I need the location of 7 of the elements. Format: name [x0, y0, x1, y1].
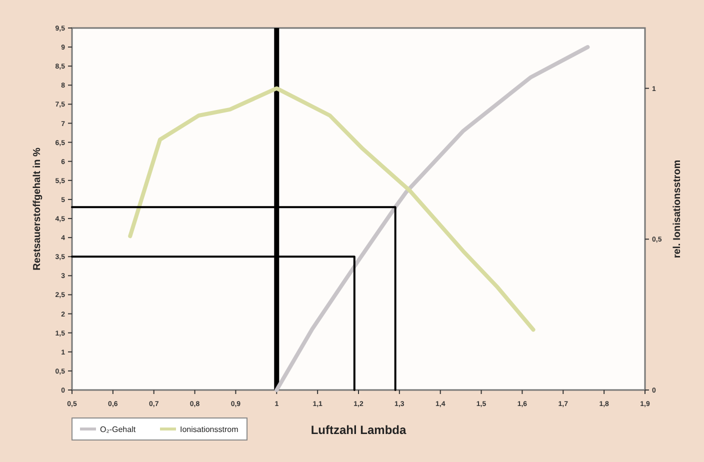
legend-label: Ionisationsstrom — [180, 425, 239, 434]
line-series — [274, 45, 590, 392]
line-series — [128, 86, 536, 332]
legend-label: O₂-Gehalt — [100, 425, 136, 434]
y2-axis-title: rel. Ionisationsstrom — [672, 160, 683, 258]
y-axis-title: Restsauerstoffgehalt in % — [32, 147, 43, 270]
x-axis-title: Luftzahl Lambda — [310, 423, 406, 437]
